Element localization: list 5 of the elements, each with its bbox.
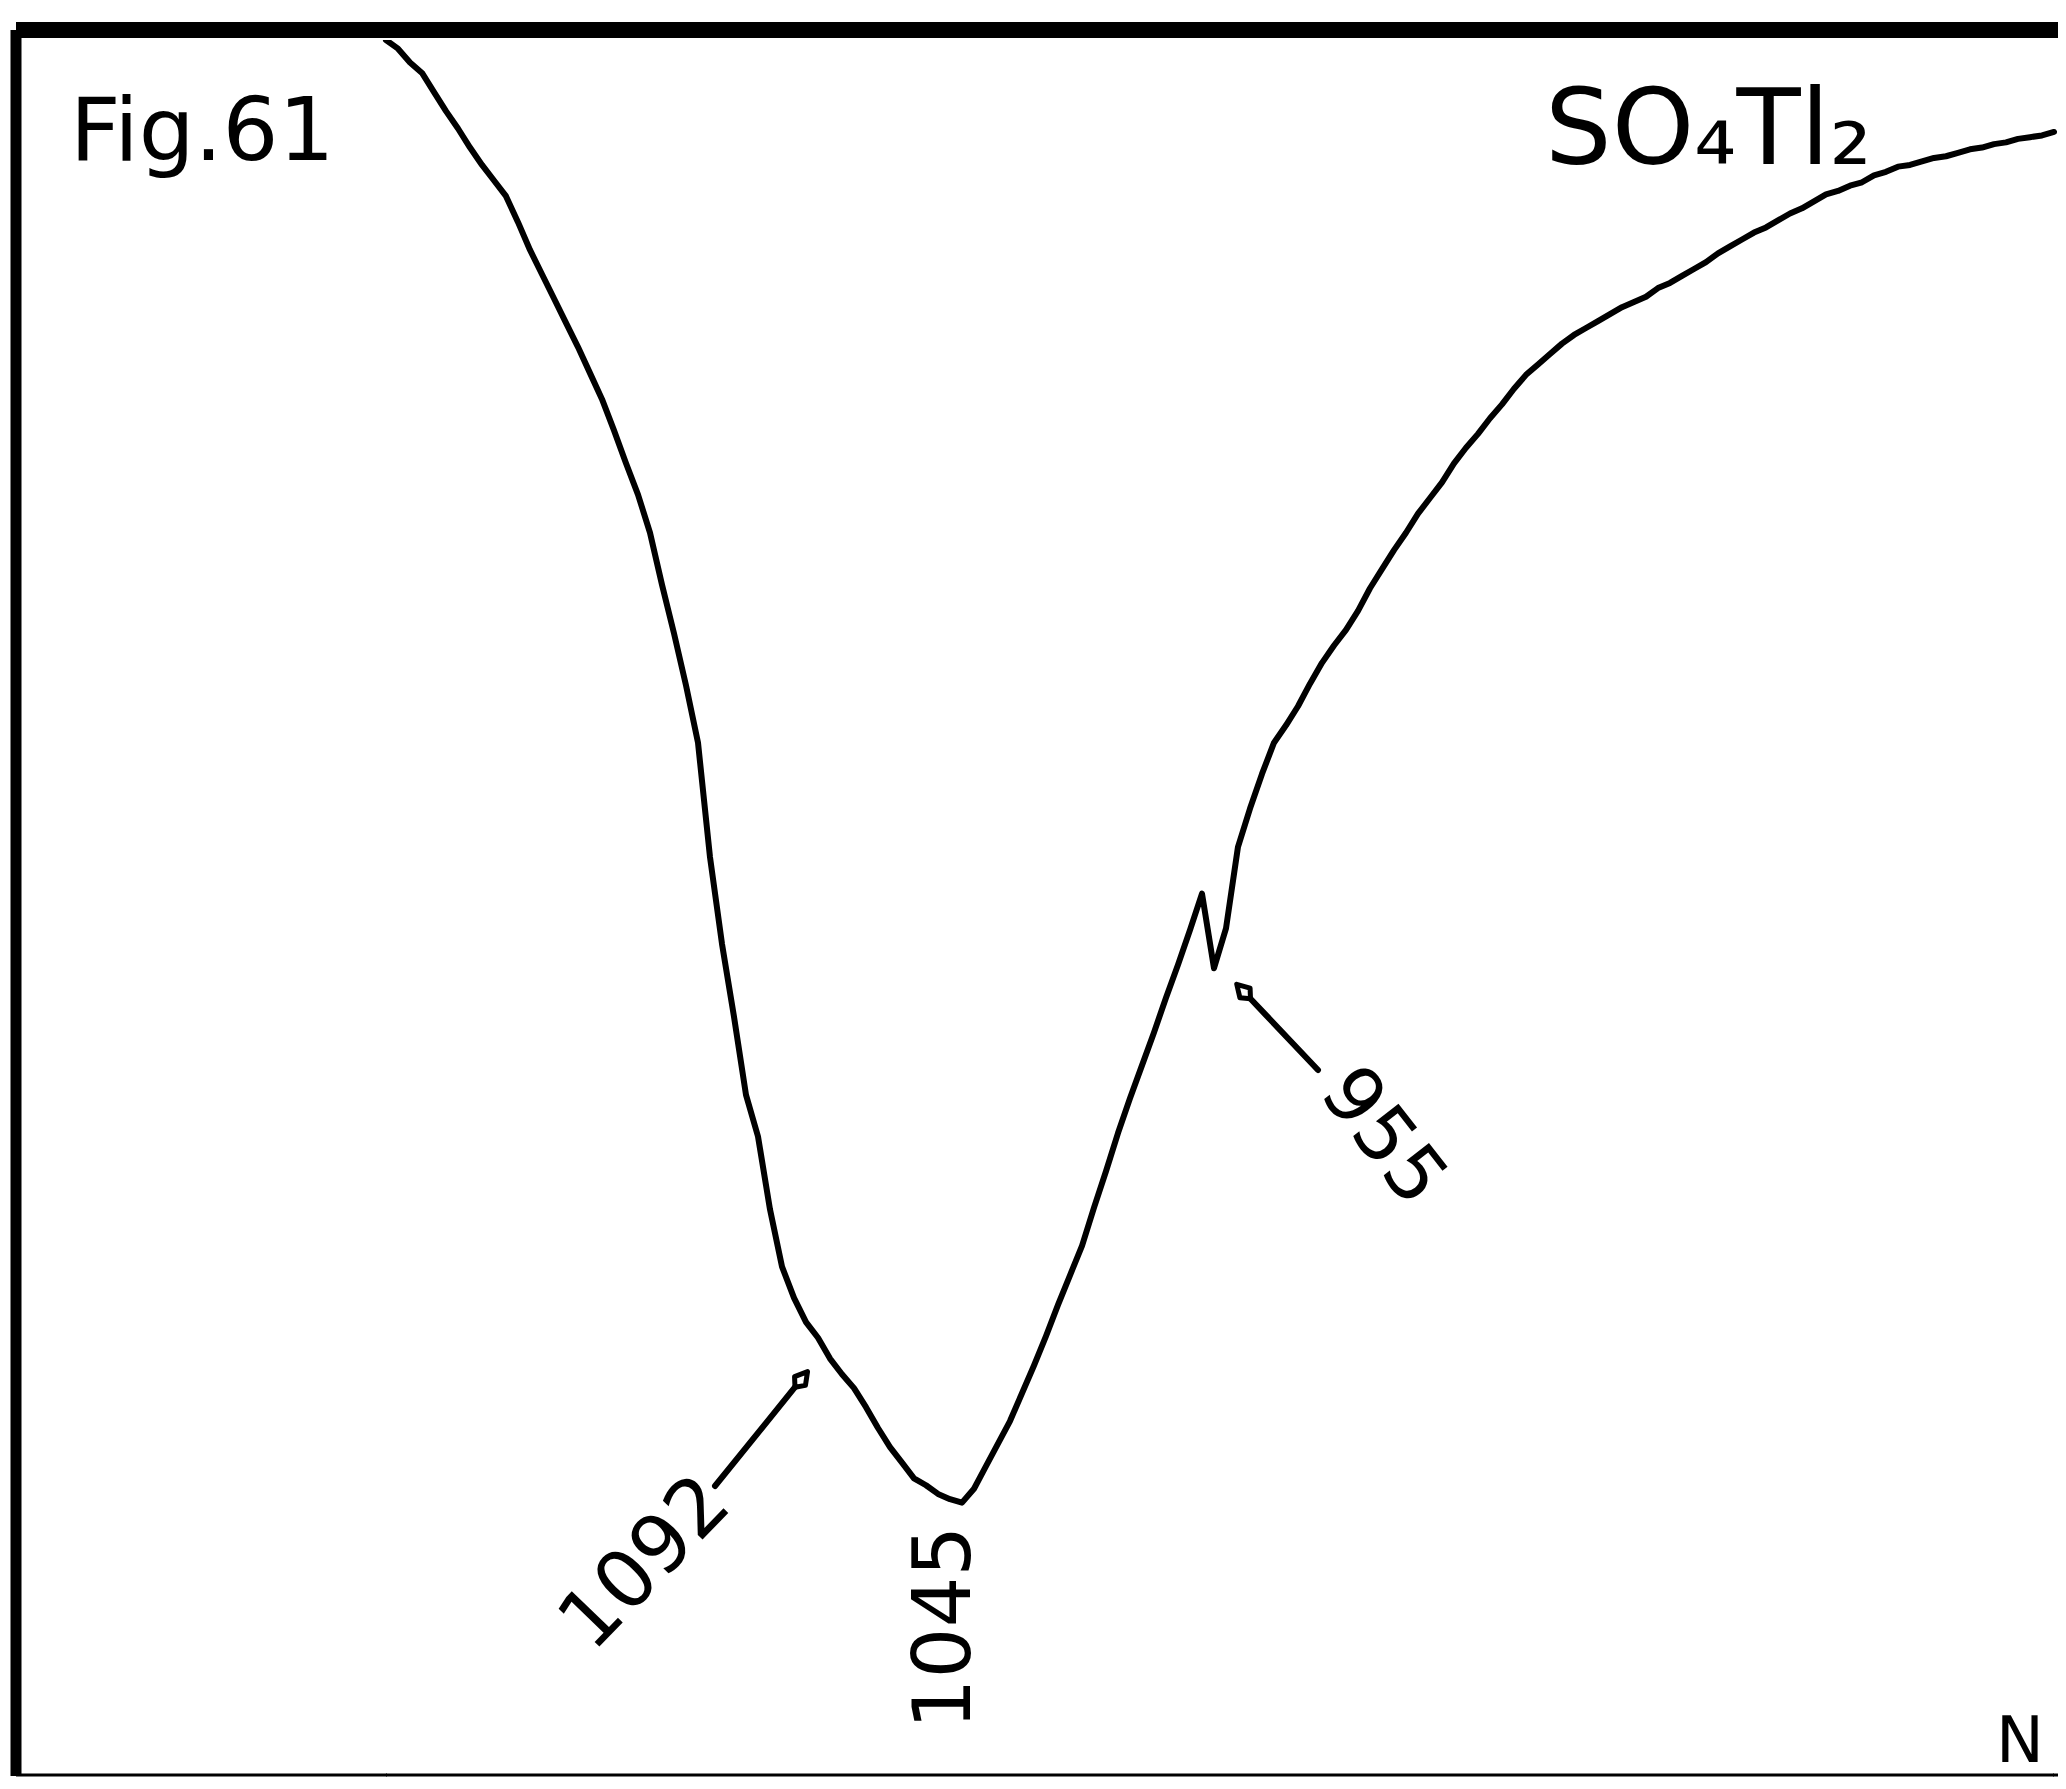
annotation: 1045 bbox=[895, 1525, 989, 1730]
text: Fig.61 bbox=[70, 78, 335, 181]
annotation: 955 bbox=[1303, 1048, 1467, 1222]
annotation: N bbox=[1996, 1703, 2044, 1777]
series-label: SO₄Tl₂ bbox=[1545, 67, 1872, 189]
